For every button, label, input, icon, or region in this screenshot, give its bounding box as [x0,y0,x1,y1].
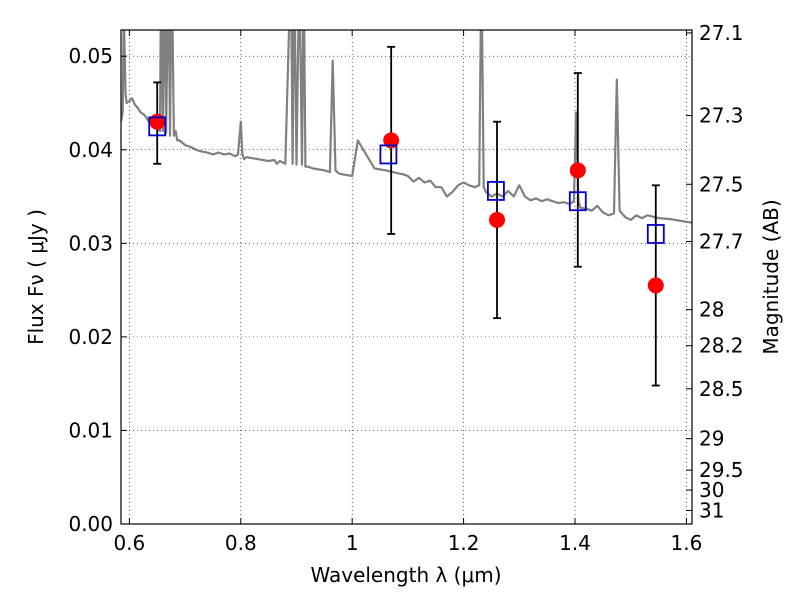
magnitude-tick-label: 29 [699,427,724,451]
model-spectrum-line [121,30,692,224]
magnitude-tick-label: 27.7 [699,229,744,253]
observed-point [383,132,400,149]
y-tick-label: 0.01 [68,418,113,442]
y-tick-label: 0.00 [68,512,113,536]
magnitude-tick-label: 31 [699,498,724,522]
observed-point [569,162,586,179]
model-spectrum-layer [121,30,692,224]
observed-point [489,211,506,228]
magnitude-tick-label: 28.5 [699,377,744,401]
magnitude-tick-label: 27.1 [699,21,744,45]
magnitude-tick-label: 27.3 [699,104,744,128]
tick-labels: 0.6 0.8 1 1.2 1.4 1.6 0.00 0.01 0.02 0.03 0.04 0.05… [68,21,743,555]
y-tick-label: 0.03 [68,231,113,255]
x-tick-label: 0.6 [113,531,145,555]
x-tick-label: 1 [346,531,359,555]
magnitude-tick-label: 28.2 [699,334,744,358]
magnitude-tick-label: 28 [699,298,724,322]
model-point [646,224,665,244]
model-point [148,116,167,137]
axis-ticks [121,30,692,525]
model-point [568,191,587,212]
x-axis-label: Wavelength λ (μm) [310,563,501,587]
x-tick-label: 1.4 [559,531,591,555]
observed-point [149,113,166,130]
y-tick-label: 0.05 [68,44,113,68]
x-tick-label: 1.6 [671,531,703,555]
y-tick-label: 0.02 [68,325,113,349]
plot-frame [120,29,693,525]
magnitude-tick-label: 27.5 [699,172,744,196]
magnitude-tick-label: 29.5 [699,458,744,482]
data-markers [148,113,665,294]
x-tick-label: 0.8 [225,531,257,555]
x-tick-label: 1.2 [448,531,480,555]
grid [121,30,692,525]
error-bars [153,45,660,387]
model-point [379,144,398,165]
model-point [487,181,505,201]
observed-point [647,277,664,294]
magnitude-tick-label: 30 [699,478,724,502]
magnitude-axis-label: Magnitude (AB) [759,199,783,354]
y-tick-label: 0.04 [68,138,113,162]
y-axis-label: Flux Fν ( μJy ) [24,209,48,345]
